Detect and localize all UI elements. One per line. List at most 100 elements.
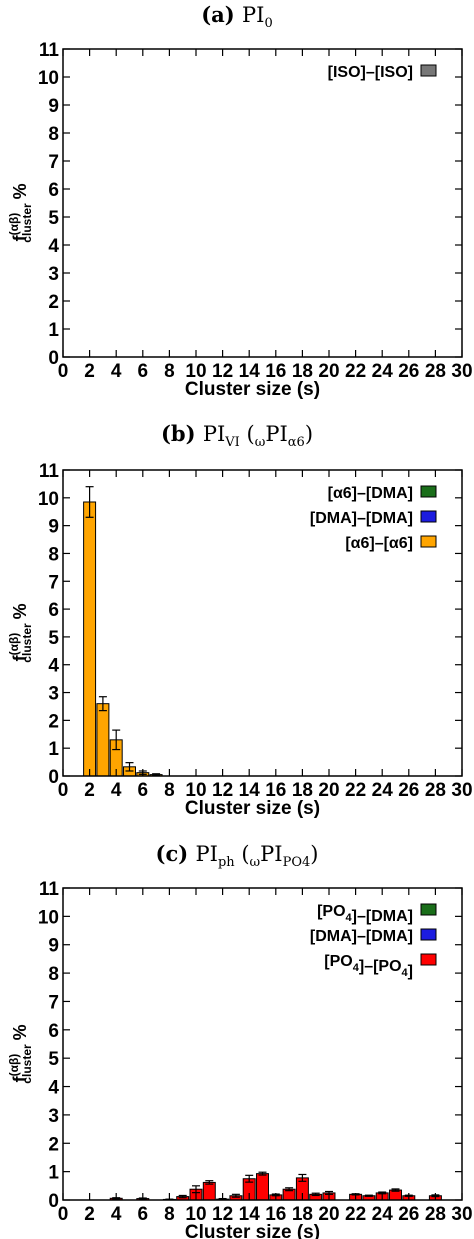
y-tick-label: 5	[48, 208, 59, 229]
y-tick-label: 0	[48, 1191, 59, 1212]
y-tick-label: 3	[48, 264, 59, 285]
y-tick-label: 9	[48, 936, 59, 957]
legend-label: [DMA]–[DMA]	[310, 510, 413, 527]
x-tick-label: 12	[212, 361, 233, 382]
x-tick-label: 24	[372, 361, 394, 382]
y-tick-label: 6	[48, 180, 59, 201]
x-tick-label: 4	[111, 780, 122, 801]
bar	[96, 703, 110, 777]
y-tick-label: 10	[38, 68, 59, 89]
x-tick-label: 16	[265, 1204, 286, 1225]
y-tick-label: 9	[48, 96, 59, 117]
y-tick-label: 9	[48, 517, 59, 538]
y-tick-label: 1	[48, 1163, 59, 1184]
y-tick-label: 8	[48, 544, 59, 565]
y-tick-label: 2	[48, 292, 59, 313]
y-tick-label: 5	[48, 1049, 59, 1070]
x-axis-label: Cluster size (s)	[185, 798, 320, 819]
y-tick-label: 11	[39, 461, 60, 482]
bar	[202, 1181, 216, 1201]
y-axis-label: f(αβ)cluster%	[7, 603, 34, 662]
y-tick-label: 6	[48, 1021, 59, 1042]
y-tick-label: 7	[48, 992, 59, 1013]
y-tick-label: 1	[48, 739, 59, 760]
x-tick-label: 4	[111, 361, 122, 382]
y-axis-label: f(αβ)cluster%	[7, 1024, 34, 1083]
x-tick-label: 0	[58, 361, 69, 382]
legend-label: [α6]–[α6]	[345, 535, 413, 552]
x-tick-label: 30	[451, 1204, 472, 1225]
x-tick-label: 14	[239, 780, 261, 801]
panel-caption: (a) PI0	[201, 2, 273, 31]
x-tick-label: 28	[425, 1204, 446, 1225]
y-tick-label: 4	[48, 1078, 59, 1099]
y-tick-label: 6	[48, 600, 59, 621]
y-tick-label: 8	[48, 124, 59, 145]
x-tick-label: 2	[84, 780, 95, 801]
legend-label: [PO4]–[PO4]	[324, 953, 413, 980]
legend-swatch	[420, 903, 437, 916]
x-tick-label: 20	[318, 1204, 339, 1225]
legend-swatch	[420, 510, 437, 523]
bar	[256, 1173, 269, 1201]
y-tick-label: 0	[48, 348, 59, 369]
y-tick-label: 3	[48, 684, 59, 705]
panel-caption: (b) PIVI (ωPIα6)	[161, 421, 313, 450]
panel-caption: (c) PIph (ωPIPO4)	[156, 841, 319, 870]
x-tick-label: 14	[239, 361, 261, 382]
x-tick-label: 30	[451, 780, 472, 801]
x-axis-label: Cluster size (s)	[185, 379, 320, 400]
y-axis-label: f(αβ)cluster%	[7, 183, 34, 242]
x-tick-label: 26	[398, 1204, 419, 1225]
x-tick-label: 20	[318, 361, 339, 382]
x-axis-label: Cluster size (s)	[185, 1222, 320, 1239]
x-tick-label: 18	[292, 780, 313, 801]
x-tick-label: 22	[345, 1204, 366, 1225]
x-tick-label: 4	[111, 1204, 122, 1225]
legend-label: [DMA]–[DMA]	[310, 928, 413, 945]
x-tick-label: 6	[138, 780, 149, 801]
legend-swatch	[420, 64, 437, 77]
x-tick-label: 6	[138, 1204, 149, 1225]
x-tick-label: 10	[185, 1204, 206, 1225]
y-tick-label: 5	[48, 628, 59, 649]
legend-swatch	[420, 928, 437, 941]
y-tick-label: 10	[38, 489, 59, 510]
bar	[83, 501, 97, 777]
x-tick-label: 12	[212, 780, 233, 801]
x-tick-label: 2	[84, 361, 95, 382]
legend-swatch	[420, 535, 437, 548]
x-tick-label: 30	[451, 361, 472, 382]
x-tick-label: 16	[265, 361, 286, 382]
y-tick-label: 3	[48, 1106, 59, 1127]
legend-swatch	[420, 485, 437, 498]
x-tick-label: 24	[372, 1204, 394, 1225]
plot-frame	[62, 48, 463, 358]
y-tick-label: 8	[48, 964, 59, 985]
x-tick-label: 24	[372, 780, 394, 801]
x-tick-label: 26	[398, 780, 419, 801]
x-tick-label: 8	[164, 361, 175, 382]
y-tick-label: 4	[48, 236, 59, 257]
legend: [ISO]–[ISO]	[328, 64, 437, 81]
x-tick-label: 16	[265, 780, 286, 801]
legend-label: [PO4]–[DMA]	[317, 903, 413, 925]
legend-swatch	[420, 953, 437, 966]
x-tick-label: 22	[345, 361, 366, 382]
y-tick-label: 2	[48, 1134, 59, 1155]
x-tick-label: 0	[58, 780, 69, 801]
x-tick-label: 0	[58, 1204, 69, 1225]
plot-frame	[62, 469, 463, 777]
x-tick-label: 2	[84, 1204, 95, 1225]
x-tick-label: 10	[185, 780, 206, 801]
plot-frame	[62, 887, 463, 1201]
x-tick-label: 22	[345, 780, 366, 801]
x-tick-label: 8	[164, 1204, 175, 1225]
y-tick-label: 11	[39, 40, 60, 61]
x-tick-label: 12	[212, 1204, 233, 1225]
y-tick-label: 0	[48, 767, 59, 788]
